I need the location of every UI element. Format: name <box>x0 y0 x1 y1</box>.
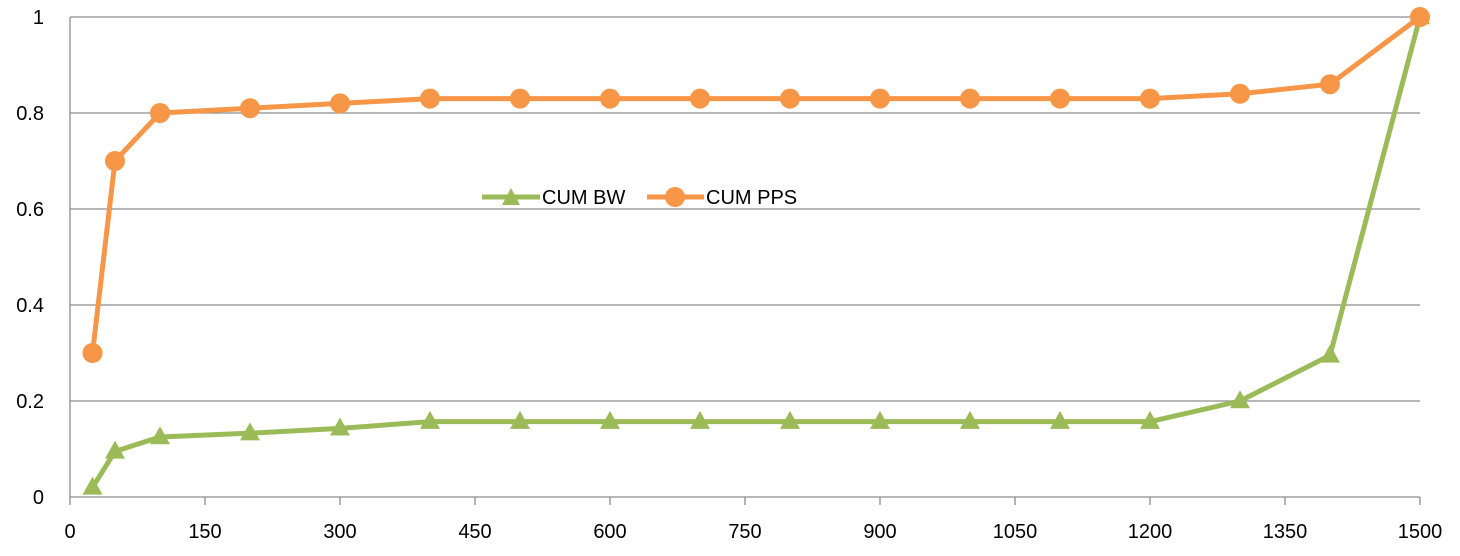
data-point-cum-pps-6 <box>510 88 530 109</box>
x-tick-label-2: 300 <box>323 521 356 543</box>
y-tick-label-0: 0 <box>33 487 44 509</box>
y-tick-label-5: 1 <box>33 7 44 29</box>
x-tick-label-6: 900 <box>863 521 896 543</box>
data-point-cum-bw-6 <box>510 410 530 429</box>
y-tick-label-2: 0.4 <box>16 295 44 317</box>
legend: CUM BW CUM PPS <box>482 187 797 209</box>
data-point-cum-bw-9 <box>780 410 800 429</box>
y-tick-label-1: 0.2 <box>16 391 44 413</box>
data-point-cum-pps-3 <box>240 98 260 119</box>
y-tick-label-4: 0.8 <box>16 103 44 125</box>
legend-item-cum-pps: CUM PPS <box>647 187 797 209</box>
gridlines <box>70 16 1420 402</box>
data-point-cum-pps-0 <box>82 343 103 363</box>
data-point-cum-bw-7 <box>600 410 620 429</box>
data-point-cum-bw-3 <box>240 422 260 441</box>
axes: 0 0.2 0.4 0.6 0.8 1 0 150 300 450 600 750 900 1050 120… <box>16 7 1442 543</box>
x-tick-label-8: 1200 <box>1128 521 1173 543</box>
series-cum-pps <box>82 7 1430 363</box>
x-tick-label-5: 750 <box>728 521 761 543</box>
data-point-cum-bw-2 <box>150 426 170 445</box>
data-point-cum-bw-1 <box>105 440 125 459</box>
x-tick-label-4: 600 <box>593 521 626 543</box>
data-point-cum-bw-12 <box>1050 410 1070 429</box>
data-point-cum-pps-10 <box>870 88 890 109</box>
data-point-cum-pps-4 <box>330 93 350 114</box>
data-point-cum-bw-8 <box>690 410 710 429</box>
data-point-cum-bw-15 <box>1320 344 1340 363</box>
x-tick-label-0: 0 <box>64 521 75 543</box>
series-layer <box>82 6 1430 495</box>
series-cum-bw <box>82 6 1430 495</box>
data-point-cum-pps-11 <box>960 88 980 109</box>
data-point-cum-bw-14 <box>1230 390 1250 409</box>
x-tick-label-3: 450 <box>458 521 491 543</box>
data-point-cum-bw-0 <box>82 476 103 495</box>
x-tick-label-7: 1050 <box>993 521 1038 543</box>
data-point-cum-bw-4 <box>330 417 350 436</box>
x-tick-label-10: 1500 <box>1398 521 1443 543</box>
data-point-cum-pps-1 <box>105 151 125 171</box>
legend-label-cum-bw: CUM BW <box>542 187 625 209</box>
data-point-cum-bw-5 <box>420 410 440 429</box>
series-line-cum-pps <box>90 14 1422 354</box>
legend-item-cum-bw: CUM BW <box>482 187 625 209</box>
data-point-cum-pps-16 <box>1410 7 1430 27</box>
data-point-cum-pps-7 <box>600 88 620 109</box>
data-point-cum-bw-13 <box>1140 410 1160 429</box>
data-point-cum-pps-2 <box>150 103 170 123</box>
series-line-cum-bw <box>90 16 1423 489</box>
data-point-cum-bw-11 <box>960 410 980 429</box>
x-tick-label-1: 150 <box>188 521 221 543</box>
y-tick-label-3: 0.6 <box>16 199 44 221</box>
x-tick-label-9: 1350 <box>1263 521 1308 543</box>
data-point-cum-pps-15 <box>1320 74 1340 95</box>
data-point-cum-pps-13 <box>1140 88 1160 109</box>
data-point-cum-pps-9 <box>780 88 800 109</box>
legend-label-cum-pps: CUM PPS <box>706 187 797 209</box>
data-point-cum-pps-12 <box>1050 88 1070 109</box>
data-point-cum-pps-14 <box>1230 83 1250 104</box>
data-point-cum-pps-8 <box>690 88 710 109</box>
data-point-cum-pps-5 <box>420 88 440 109</box>
data-point-cum-bw-10 <box>870 410 890 429</box>
